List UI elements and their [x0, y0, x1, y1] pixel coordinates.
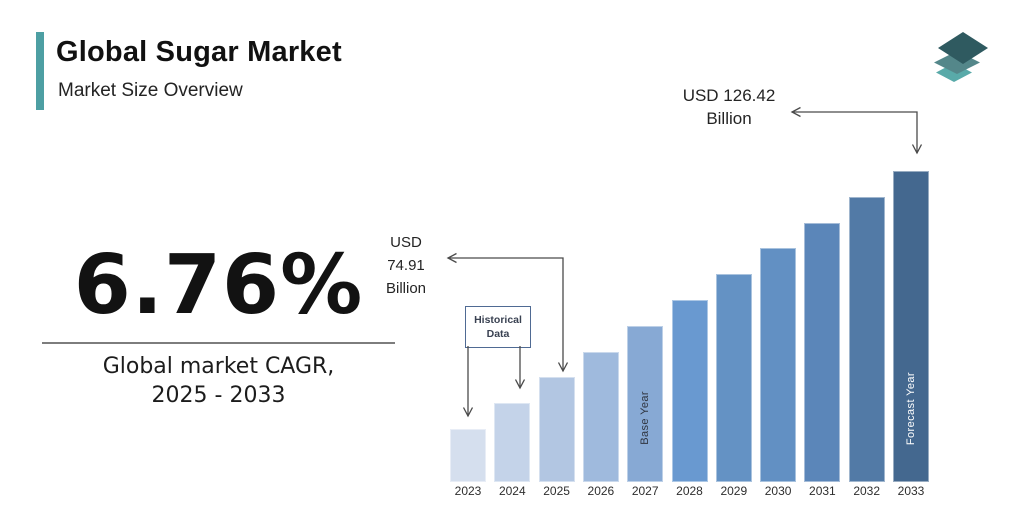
- cagr-caption-line2: 2025 - 2033: [151, 383, 286, 408]
- forecast-year-label: Forecast Year: [905, 371, 917, 445]
- brand-logo: [934, 32, 988, 82]
- bar-2031: [804, 223, 841, 482]
- arrowhead-down-2025-icon: [557, 362, 569, 373]
- bar-2026: [582, 352, 619, 482]
- stat-divider: [42, 342, 395, 344]
- arrowhead-down-2033-icon: [911, 144, 923, 155]
- header-accent-bar: [36, 32, 44, 110]
- bar-2033: Forecast Year: [893, 171, 929, 482]
- x-tick-2028: 2028: [676, 484, 703, 498]
- bar-2029: [715, 274, 752, 482]
- annotation-2025-value: USD 74.91 Billion: [375, 231, 437, 300]
- bar-2030: [760, 248, 797, 482]
- bar-2032: [848, 197, 885, 482]
- arrowhead-left-2025-icon: [446, 252, 457, 264]
- page-title: Global Sugar Market: [56, 36, 342, 68]
- annotation-2033-value: USD 126.42 Billion: [668, 84, 790, 130]
- x-tick-2024: 2024: [498, 484, 526, 498]
- cagr-value: 6.76%: [73, 238, 364, 333]
- base-year-label: Base Year: [639, 391, 652, 445]
- annotation-2025-line2: 74.91: [387, 257, 425, 274]
- bar-2023: [450, 429, 486, 482]
- arrowhead-down-hist2023-icon: [462, 407, 474, 418]
- x-tick-2030: 2030: [764, 484, 792, 498]
- x-tick-2032: 2032: [853, 484, 881, 498]
- cagr-stat-block: 6.76% Global market CAGR, 2025 - 2033: [40, 240, 397, 410]
- annotation-2025-line1: USD: [390, 234, 422, 251]
- annotation-2033-line1: USD 126.42: [682, 86, 776, 105]
- bar-2024: [494, 403, 531, 482]
- x-tick-2027: 2027: [631, 484, 659, 498]
- cagr-caption-line1: Global market CAGR,: [102, 354, 335, 379]
- historical-data-label: Historical Data: [474, 313, 522, 340]
- arrow-2033-elbow: [792, 111, 918, 153]
- x-tick-2025: 2025: [543, 484, 570, 498]
- x-tick-2031: 2031: [809, 484, 836, 498]
- x-tick-2033: 2033: [897, 484, 925, 498]
- annotation-2025-line3: Billion: [385, 280, 427, 297]
- bar-2025: [538, 377, 575, 482]
- historical-data-box: Historical Data: [465, 306, 531, 348]
- arrowhead-left-2033-icon: [790, 106, 801, 118]
- arrowhead-down-hist2024-icon: [514, 379, 526, 390]
- x-tick-2029: 2029: [720, 484, 748, 498]
- x-tick-2023: 2023: [454, 484, 482, 498]
- x-tick-2026: 2026: [587, 484, 615, 498]
- page-subtitle: Market Size Overview: [58, 80, 243, 101]
- bar-2028: [671, 300, 708, 482]
- annotation-2033-line2: Billion: [706, 109, 752, 128]
- bar-2027: Base Year: [627, 326, 664, 482]
- layer-top-icon: [938, 32, 988, 64]
